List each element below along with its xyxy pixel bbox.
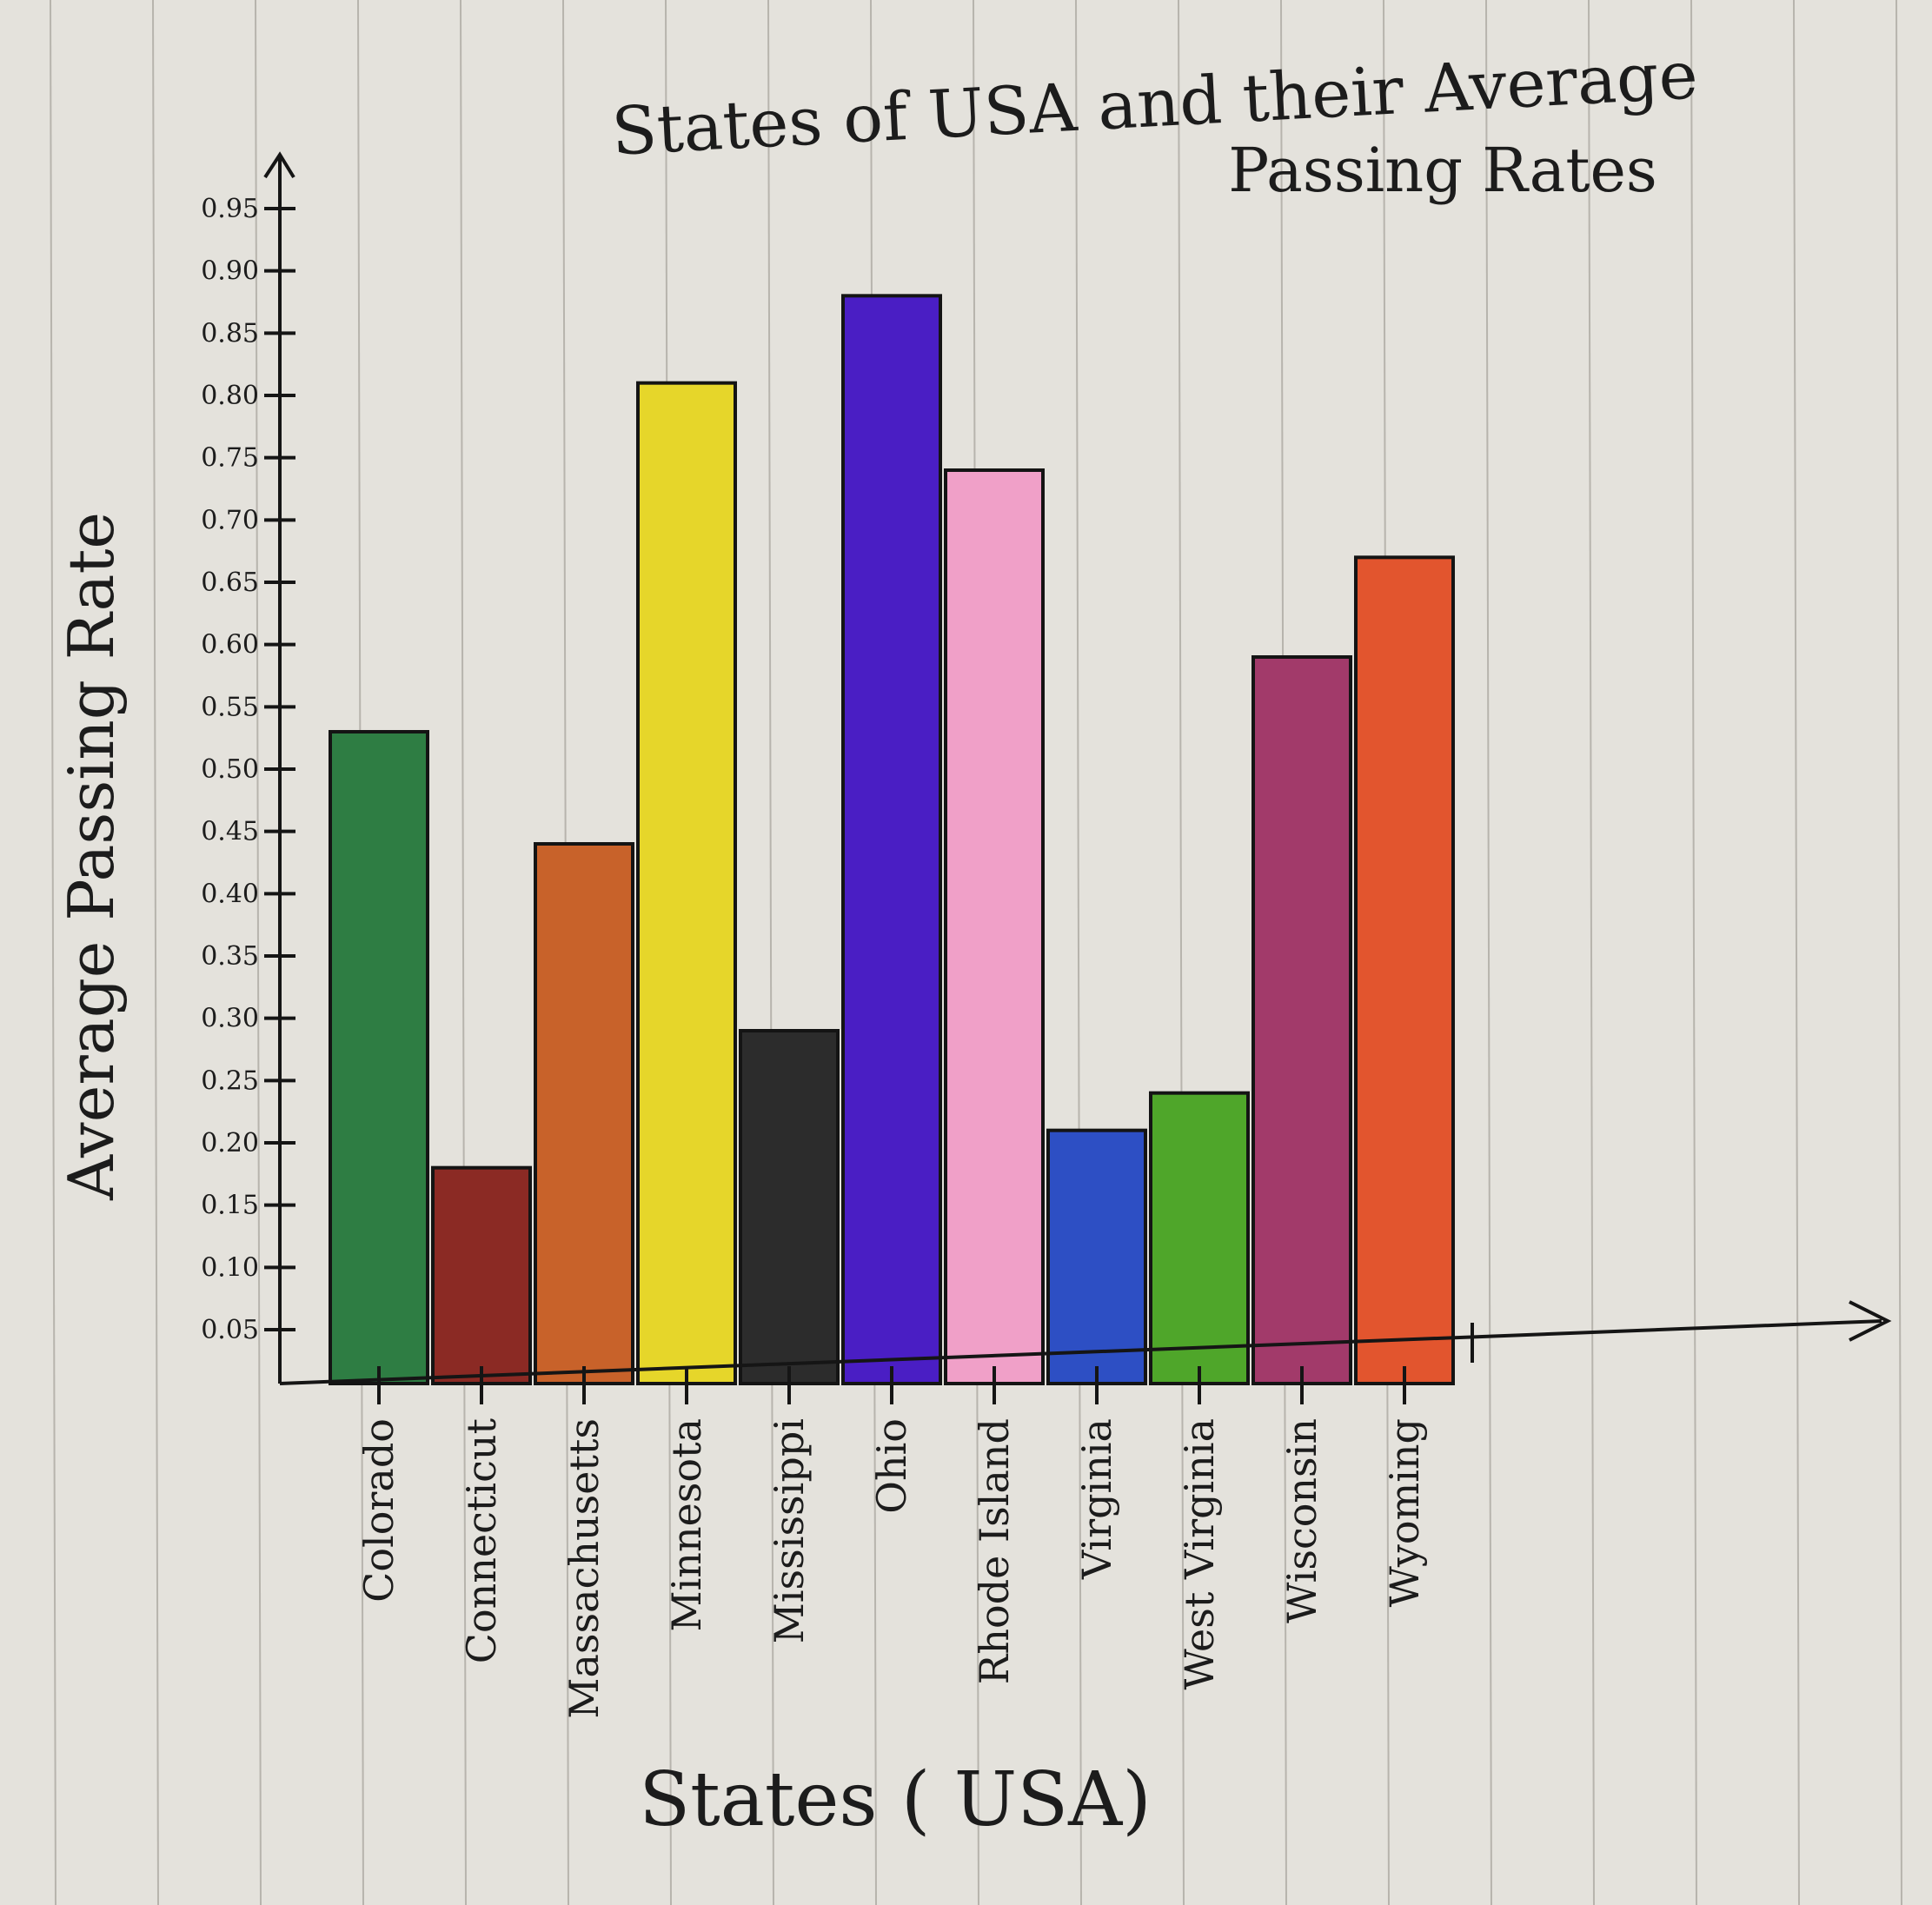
x-tick-label: Minnesota (663, 1418, 710, 1632)
bar-virginia (1046, 1128, 1147, 1385)
x-tick-label: Mississippi (766, 1418, 813, 1643)
bar-west-virginia (1149, 1091, 1250, 1385)
y-axis-label: Average Passing Rate (55, 512, 128, 1201)
x-tick-label: Wyoming (1381, 1418, 1428, 1607)
bar-massachusetts (534, 842, 634, 1385)
ruled-line (255, 0, 262, 1905)
bar-minnesota (636, 381, 737, 1386)
x-tick-label: Wisconsin (1278, 1418, 1325, 1623)
y-tick-label: 0.80 (201, 381, 259, 411)
y-tick-label: 0.15 (201, 1191, 259, 1221)
y-tick-label: 0.50 (201, 754, 259, 785)
ruled-line (50, 0, 56, 1905)
x-tick-label: Virginia (1073, 1418, 1120, 1580)
y-tick-label: 0.70 (201, 505, 259, 535)
bar-wisconsin (1251, 655, 1352, 1385)
ruled-line (1178, 0, 1185, 1905)
y-tick-label: 0.10 (201, 1252, 259, 1283)
ruled-line (460, 0, 467, 1905)
y-tick-label: 0.60 (201, 630, 259, 660)
x-tick-label: Rhode Island (971, 1418, 1018, 1684)
y-tick-label: 0.75 (201, 443, 259, 474)
y-axis-ticks: 0.05 0.10 0.15 0.20 0.25 0.30 0.35 0.40 0.45 0.50… (201, 194, 295, 1345)
x-axis-line (279, 1319, 1882, 1385)
bar-ohio (841, 294, 942, 1385)
bar-connecticut (431, 1165, 532, 1385)
x-tick-label: Colorado (355, 1418, 402, 1603)
ruled-line (1485, 0, 1492, 1905)
ruled-line (1588, 0, 1595, 1905)
bar-rhode-island (944, 468, 1045, 1385)
y-axis-arrow (263, 151, 295, 179)
ruled-line (1075, 0, 1082, 1905)
ruled-line (1793, 0, 1800, 1905)
y-tick-label: 0.85 (201, 318, 259, 348)
ruled-line (1895, 0, 1902, 1905)
y-tick-label: 0.40 (201, 879, 259, 909)
bar-series (329, 294, 1455, 1386)
y-tick-label: 0.65 (201, 568, 259, 598)
y-tick-label: 0.25 (201, 1065, 259, 1096)
chart-title-line2: Passing Rates (1228, 135, 1657, 206)
bar-colorado (329, 730, 429, 1385)
y-tick-label: 0.55 (201, 692, 259, 722)
x-tick-label: Massachusetts (561, 1418, 607, 1719)
ruled-line (152, 0, 159, 1905)
x-tick-label: Connecticut (458, 1417, 505, 1663)
bar-mississippi (739, 1029, 840, 1385)
y-tick-label: 0.30 (201, 1004, 259, 1034)
x-tick-label: Ohio (868, 1418, 915, 1514)
y-tick-label: 0.95 (201, 194, 259, 224)
ruled-line (767, 0, 774, 1905)
y-tick-label: 0.90 (201, 256, 259, 287)
x-axis-ticks: Colorado Connecticut Massachusetts Minnesot… (355, 1323, 1474, 1719)
y-tick-label: 0.45 (201, 817, 259, 847)
bar-wyoming (1354, 555, 1455, 1385)
x-axis-arrow (1849, 1300, 1892, 1342)
y-tick-label: 0.35 (201, 941, 259, 972)
y-tick-label: 0.20 (201, 1128, 259, 1158)
x-axis-label: States ( USA) (639, 1756, 1152, 1843)
ruled-line (1690, 0, 1697, 1905)
x-tick-label: West Virginia (1176, 1418, 1223, 1690)
y-tick-label: 0.05 (201, 1315, 259, 1345)
